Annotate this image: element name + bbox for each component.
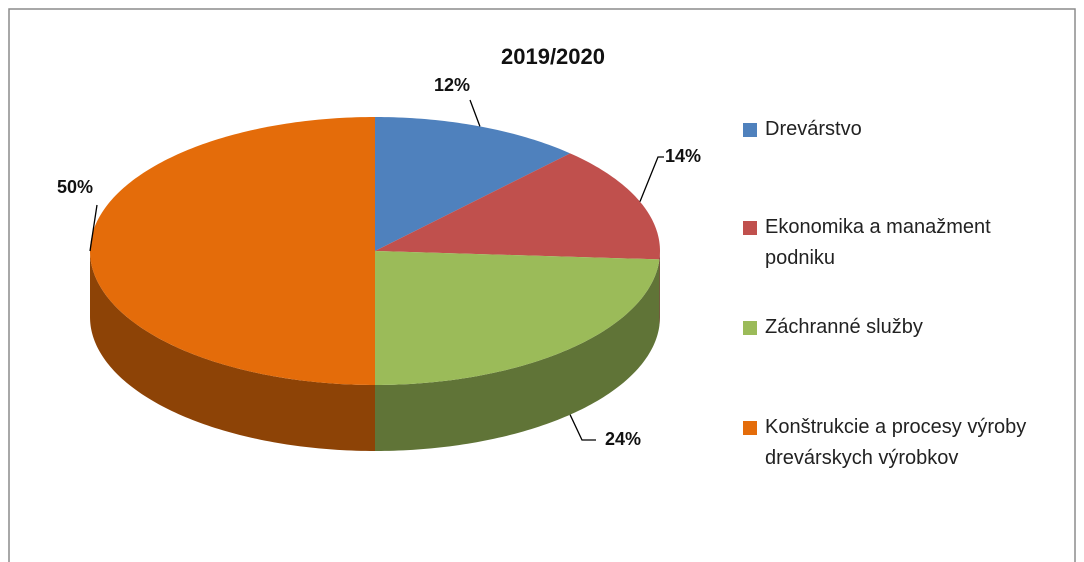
leader-line bbox=[469, 99, 481, 127]
leader-line bbox=[639, 156, 664, 202]
legend-label: Drevárstvo bbox=[765, 118, 862, 140]
data-label: 24% bbox=[605, 429, 641, 449]
slice-side bbox=[659, 251, 660, 326]
leader-line bbox=[569, 414, 596, 441]
slice bbox=[90, 117, 375, 385]
slice-side bbox=[375, 259, 660, 451]
slice-side bbox=[90, 251, 375, 451]
data-label: 14% bbox=[665, 146, 701, 166]
leader-line bbox=[89, 204, 98, 252]
legend-swatch bbox=[743, 321, 757, 335]
legend-item: Ekonomika a manažment podniku bbox=[743, 212, 1043, 274]
legend-swatch bbox=[743, 123, 757, 137]
pie-sides bbox=[90, 251, 660, 451]
legend-swatch bbox=[743, 221, 757, 235]
chart-border bbox=[8, 8, 1076, 562]
slice bbox=[375, 153, 660, 260]
slice bbox=[375, 117, 571, 251]
legend-item: Drevárstvo bbox=[743, 114, 1043, 145]
data-label: 12% bbox=[434, 75, 470, 95]
data-label: 50% bbox=[57, 177, 93, 197]
legend-label: Konštrukcie a procesy výroby drevárskych… bbox=[765, 416, 1027, 469]
legend-item: Záchranné služby bbox=[743, 312, 1043, 343]
pie-tops bbox=[90, 117, 660, 385]
legend-item: Konštrukcie a procesy výroby drevárskych… bbox=[743, 412, 1043, 474]
slice bbox=[375, 251, 660, 385]
chart-title: 2019/2020 bbox=[501, 44, 605, 69]
legend-label: Záchranné služby bbox=[765, 316, 923, 338]
legend-swatch bbox=[743, 421, 757, 435]
legend-label: Ekonomika a manažment podniku bbox=[765, 216, 991, 269]
